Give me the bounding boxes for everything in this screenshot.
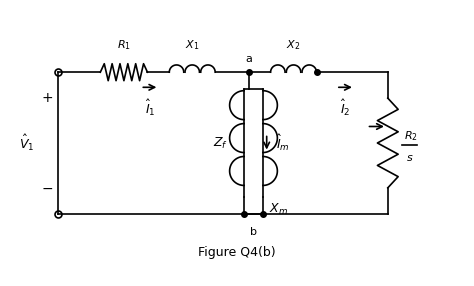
Text: $\hat{V}_1$: $\hat{V}_1$ (19, 133, 35, 153)
Text: $s$: $s$ (406, 153, 413, 163)
Text: $-$: $-$ (42, 181, 54, 195)
Text: $R_1$: $R_1$ (117, 39, 131, 52)
Text: $R_2$: $R_2$ (404, 129, 418, 143)
Text: $Z_f$: $Z_f$ (212, 136, 228, 150)
Text: a: a (246, 54, 252, 64)
Text: $\hat{I}_1$: $\hat{I}_1$ (145, 98, 155, 118)
Text: $X_2$: $X_2$ (286, 39, 301, 52)
Text: $X_1$: $X_1$ (185, 39, 200, 52)
Text: $\hat{I}_m$: $\hat{I}_m$ (276, 133, 290, 153)
Text: Figure Q4(b): Figure Q4(b) (198, 246, 276, 259)
Text: b: b (250, 227, 257, 237)
Text: $\hat{I}_2$: $\hat{I}_2$ (340, 98, 351, 118)
Text: +: + (42, 91, 54, 105)
Text: $X_m$: $X_m$ (269, 202, 288, 217)
